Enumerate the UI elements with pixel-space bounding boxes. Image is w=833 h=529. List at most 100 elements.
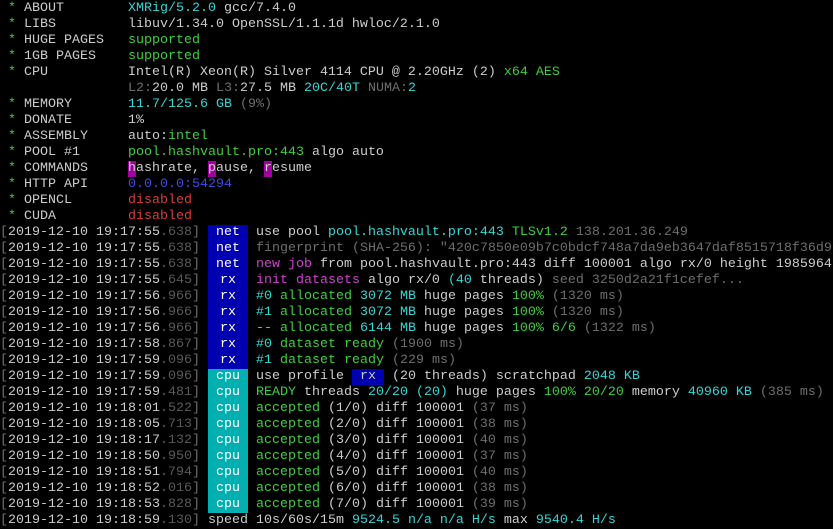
timestamp-ms: .096 bbox=[159, 353, 192, 368]
spacer bbox=[248, 417, 256, 433]
timestamp-bracket: [ bbox=[0, 321, 8, 336]
timestamp-bracket: [ bbox=[0, 481, 8, 496]
timestamp-bracket: ] bbox=[191, 433, 208, 448]
info-line: * ABOUT XMRig/5.2.0 gcc/7.4.0 bbox=[0, 1, 833, 17]
log-line: [2019-12-10 19:18:01.522] cpu accepted (… bbox=[0, 401, 833, 417]
timestamp-bracket: ] bbox=[191, 513, 208, 528]
log-line: [2019-12-10 19:17:56.966] rx -- allocate… bbox=[0, 321, 833, 337]
text-segment: * bbox=[0, 17, 24, 32]
timestamp-bracket: ] bbox=[191, 289, 208, 304]
log-line: [2019-12-10 19:17:55.638] net new job fr… bbox=[0, 257, 833, 273]
timestamp-bracket: [ bbox=[0, 401, 8, 416]
info-line: * DONATE 1% bbox=[0, 113, 833, 129]
text-segment: allocated bbox=[271, 305, 352, 320]
timestamp-bracket: ] bbox=[191, 417, 208, 432]
text-segment: * bbox=[0, 161, 24, 176]
timestamp: 2019-12-10 19:18:01 bbox=[8, 401, 160, 416]
text-segment: 20/20 (20) bbox=[367, 385, 448, 400]
text-segment: -- bbox=[255, 321, 272, 336]
timestamp-ms: .016 bbox=[159, 481, 192, 496]
timestamp: 2019-12-10 19:17:59 bbox=[8, 353, 160, 368]
text-segment: (37 ms) bbox=[463, 401, 528, 416]
log-line: [2019-12-10 19:17:58.867] rx #0 dataset … bbox=[0, 337, 833, 353]
text-segment: 138.201.36.249 bbox=[567, 225, 688, 240]
text-segment: 2 bbox=[407, 81, 416, 96]
timestamp-bracket: [ bbox=[0, 497, 8, 512]
timestamp-bracket: ] bbox=[191, 481, 208, 496]
text-segment: * bbox=[0, 193, 24, 208]
text-segment: accepted bbox=[255, 449, 320, 464]
text-segment: (38 ms) bbox=[463, 417, 528, 432]
text-segment: (39 ms) bbox=[463, 497, 528, 512]
timestamp-ms: .713 bbox=[159, 417, 192, 432]
log-tag-rx: rx bbox=[207, 273, 248, 289]
timestamp-bracket: [ bbox=[0, 305, 8, 320]
timestamp: 2019-12-10 19:17:55 bbox=[8, 241, 160, 256]
text-segment: init datasets bbox=[255, 273, 360, 288]
timestamp: 2019-12-10 19:18:52 bbox=[8, 481, 160, 496]
log-line: [2019-12-10 19:18:05.713] cpu accepted (… bbox=[0, 417, 833, 433]
timestamp-ms: .132 bbox=[159, 433, 192, 448]
text-segment: fingerprint (SHA-256): "420c7850e09b7c0b… bbox=[255, 241, 832, 256]
text-segment: 20.0 MB bbox=[151, 81, 216, 96]
spacer bbox=[248, 369, 256, 385]
info-line: L2:20.0 MB L3:27.5 MB 20C/40T NUMA:2 bbox=[0, 81, 833, 97]
text-segment: dataset ready bbox=[271, 337, 384, 352]
timestamp-bracket: ] bbox=[191, 305, 208, 320]
timestamp: 2019-12-10 19:18:50 bbox=[8, 449, 160, 464]
text-segment: (1322 ms) bbox=[575, 321, 656, 336]
timestamp-ms: .794 bbox=[159, 465, 192, 480]
text-segment: 1% bbox=[127, 113, 144, 128]
timestamp-bracket: [ bbox=[0, 337, 8, 352]
text-segment: (37 ms) bbox=[463, 449, 528, 464]
text-segment: 3072 MB bbox=[351, 289, 416, 304]
text-segment: accepted bbox=[255, 417, 320, 432]
log-line: [2019-12-10 19:17:59.096] rx #1 dataset … bbox=[0, 353, 833, 369]
text-segment: * bbox=[0, 1, 24, 16]
timestamp-ms: .522 bbox=[159, 401, 192, 416]
timestamp-bracket: ] bbox=[191, 257, 208, 272]
text-segment: 9540.4 H/s bbox=[535, 513, 616, 528]
text-segment: * bbox=[0, 145, 24, 160]
text-segment: 11.7/125.6 GB bbox=[127, 97, 232, 112]
log-line: [2019-12-10 19:17:59.096] cpu use profil… bbox=[0, 369, 833, 385]
text-segment: DONATE bbox=[24, 113, 128, 128]
spacer bbox=[248, 353, 256, 369]
text-segment: POOL #1 bbox=[24, 145, 128, 160]
text-segment: 9524.5 n/a n/a H/s bbox=[351, 513, 496, 528]
text-segment: from pool.hashvault.pro:443 diff 100001 … bbox=[311, 257, 832, 272]
info-line: * OPENCL disabled bbox=[0, 193, 833, 209]
log-tag-net: net bbox=[207, 241, 248, 257]
text-segment: use profile bbox=[255, 369, 352, 384]
timestamp-bracket: ] bbox=[191, 337, 208, 352]
text-segment: #0 bbox=[255, 289, 272, 304]
log-line: [2019-12-10 19:18:53.828] cpu accepted (… bbox=[0, 497, 833, 513]
timestamp-bracket: ] bbox=[191, 465, 208, 480]
log-tag-cpu: cpu bbox=[207, 401, 248, 417]
log-tag-cpu: cpu bbox=[207, 497, 248, 513]
text-segment: * bbox=[0, 65, 24, 80]
text-segment: (3/0) diff 100001 bbox=[319, 433, 464, 448]
text-segment: * bbox=[0, 209, 24, 224]
timestamp-bracket: [ bbox=[0, 353, 8, 368]
timestamp-bracket: ] bbox=[191, 449, 208, 464]
timestamp: 2019-12-10 19:18:51 bbox=[8, 465, 160, 480]
timestamp-bracket: [ bbox=[0, 465, 8, 480]
text-segment: auto: bbox=[127, 129, 168, 144]
log-tag-rx: rx bbox=[207, 353, 248, 369]
text-segment: * bbox=[0, 177, 24, 192]
timestamp-ms: .638 bbox=[159, 241, 192, 256]
text-segment: new job bbox=[255, 257, 312, 272]
text-segment: accepted bbox=[255, 401, 320, 416]
timestamp-ms: .828 bbox=[159, 497, 192, 512]
timestamp-bracket: [ bbox=[0, 385, 8, 400]
text-segment: LIBS bbox=[24, 17, 128, 32]
timestamp-bracket: [ bbox=[0, 417, 8, 432]
text-segment: (1320 ms) bbox=[543, 305, 624, 320]
text-segment: (40 ms) bbox=[463, 465, 528, 480]
text-segment: ashrate, bbox=[135, 161, 208, 176]
text-segment: (40 bbox=[447, 273, 472, 288]
timestamp-ms: .966 bbox=[159, 321, 192, 336]
spacer bbox=[248, 401, 256, 417]
